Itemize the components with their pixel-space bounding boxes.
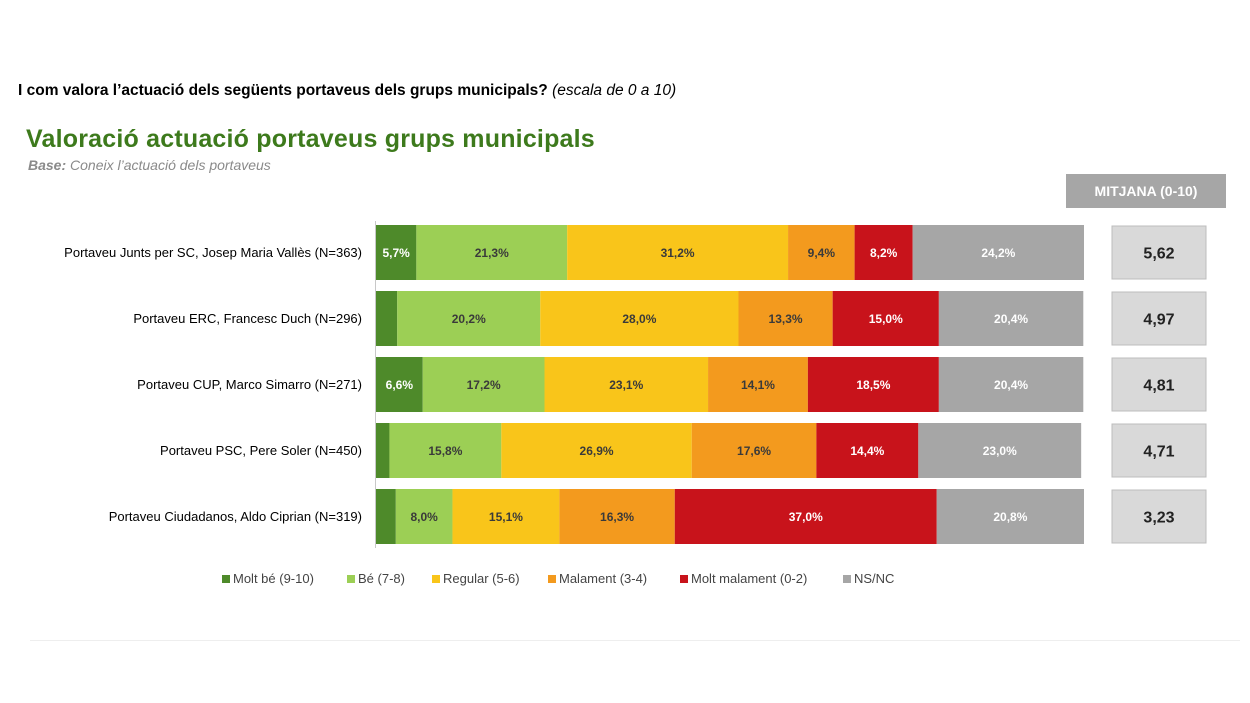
mean-value-box [1111, 357, 1207, 412]
survey-question: I com valora l’actuació dels següents po… [18, 82, 676, 100]
data-label: 20,4% [994, 312, 1028, 326]
data-label: 31,2% [661, 246, 695, 260]
data-label: 14,4% [850, 444, 884, 458]
mean-value: 3,23 [1143, 510, 1174, 527]
legend-label: Malament (3-4) [559, 571, 647, 586]
legend-swatch [843, 575, 851, 583]
bar-segment [691, 423, 817, 478]
data-label: 23,1% [609, 378, 643, 392]
bar-segment [559, 489, 675, 544]
category-label: Portaveu ERC, Francesc Duch (N=296) [133, 311, 362, 326]
mean-value-box [1111, 291, 1207, 346]
bottom-divider [30, 640, 1240, 641]
mean-value-box [1111, 489, 1207, 544]
mean-value: 4,81 [1143, 378, 1174, 395]
bar-segment [397, 291, 541, 346]
category-label: Portaveu CUP, Marco Simarro (N=271) [137, 377, 362, 392]
bar-segment [422, 357, 545, 412]
data-label: 13,3% [769, 312, 803, 326]
data-label: 20,2% [452, 312, 486, 326]
data-label: 23,0% [983, 444, 1017, 458]
bar-segment [936, 489, 1084, 544]
bar-segment [544, 357, 709, 412]
bar-segment [738, 291, 833, 346]
bar-segment [389, 423, 502, 478]
data-label: 26,9% [580, 444, 614, 458]
data-label: 21,3% [475, 246, 509, 260]
mean-value-box [1111, 423, 1207, 478]
legend-label: Regular (5-6) [443, 571, 520, 586]
bar-segment [918, 423, 1082, 478]
question-scale-note: (escala de 0 a 10) [552, 82, 677, 99]
bar-segment [567, 225, 789, 280]
bar-segment [816, 423, 919, 478]
legend-swatch [347, 575, 355, 583]
data-label: 16,3% [600, 510, 634, 524]
data-label: 20,4% [994, 378, 1028, 392]
data-label: 14,1% [741, 378, 775, 392]
bar-segment [376, 489, 396, 544]
data-label: 28,0% [622, 312, 656, 326]
data-label: 24,2% [981, 246, 1015, 260]
category-label: Portaveu Ciudadanos, Aldo Ciprian (N=319… [109, 509, 362, 524]
legend-label: Molt bé (9-10) [233, 571, 314, 586]
data-label: 17,6% [737, 444, 771, 458]
bar-segment [674, 489, 937, 544]
bar-segment [854, 225, 913, 280]
bar-segment [708, 357, 808, 412]
bar-segment [376, 291, 398, 346]
bar-segment [832, 291, 939, 346]
mean-value: 4,97 [1143, 312, 1174, 329]
mean-value: 5,62 [1143, 246, 1174, 263]
mean-value: 4,71 [1143, 444, 1174, 461]
bar-segment [540, 291, 739, 346]
bar-segment [376, 423, 390, 478]
data-label: 8,2% [870, 246, 898, 260]
bar-segment [501, 423, 692, 478]
chart-base-note: Base: Coneix l’actuació dels portaveus [28, 157, 271, 173]
legend-label: Bé (7-8) [358, 571, 405, 586]
question-text: I com valora l’actuació dels següents po… [18, 82, 548, 99]
chart-title: Valoració actuació portaveus grups munic… [26, 125, 595, 153]
legend-swatch [432, 575, 440, 583]
data-label: 15,1% [489, 510, 523, 524]
legend-label: NS/NC [854, 571, 894, 586]
data-label: 18,5% [856, 378, 890, 392]
mean-column-header: MITJANA (0-10) [1066, 174, 1226, 208]
bar-segment [938, 291, 1084, 346]
data-label: 37,0% [789, 510, 823, 524]
data-label: 9,4% [808, 246, 836, 260]
bar-segment [395, 489, 453, 544]
bar-segment [807, 357, 939, 412]
bar-segment [788, 225, 855, 280]
category-label: Portaveu PSC, Pere Soler (N=450) [160, 443, 362, 458]
legend-swatch [222, 575, 230, 583]
data-label: 15,0% [869, 312, 903, 326]
legend-label: Molt malament (0-2) [691, 571, 807, 586]
bar-segment [912, 225, 1084, 280]
data-label: 20,8% [993, 510, 1027, 524]
data-label: 15,8% [428, 444, 462, 458]
bar-segment [452, 489, 560, 544]
base-text: Coneix l’actuació dels portaveus [70, 157, 271, 173]
legend-swatch [548, 575, 556, 583]
bar-segment [416, 225, 568, 280]
bar-segment [938, 357, 1084, 412]
data-label: 17,2% [467, 378, 501, 392]
data-label: 8,0% [410, 510, 438, 524]
data-label: 5,7% [382, 246, 410, 260]
legend-swatch [680, 575, 688, 583]
bar-segment [376, 225, 417, 280]
base-label: Base: [28, 157, 67, 173]
category-label: Portaveu Junts per SC, Josep Maria Vallè… [64, 245, 362, 260]
mean-value-box [1111, 225, 1207, 280]
data-label: 6,6% [386, 378, 414, 392]
bar-segment [376, 357, 423, 412]
